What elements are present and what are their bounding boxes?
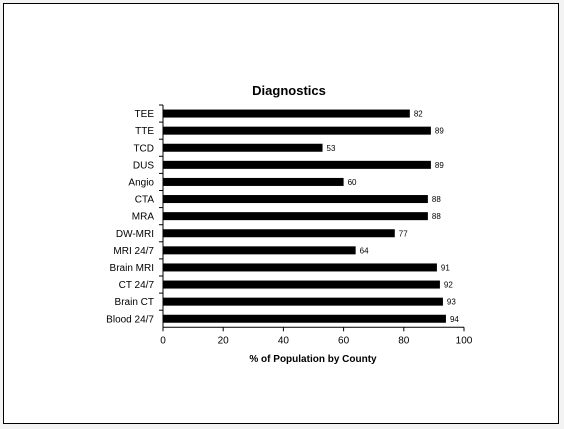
x-axis-label: % of Population by County xyxy=(249,354,377,365)
category-label: Brain CT xyxy=(115,297,154,308)
category-label: TCD xyxy=(133,143,154,154)
chart-title: Diagnostics xyxy=(252,83,326,98)
category-label: CT 24/7 xyxy=(119,280,155,291)
x-tick-label: 100 xyxy=(456,335,473,346)
category-label: MRI 24/7 xyxy=(113,246,154,257)
x-tick-label: 60 xyxy=(338,335,350,346)
bar xyxy=(163,109,410,118)
category-label: Blood 24/7 xyxy=(106,314,154,325)
data-label: 82 xyxy=(414,110,423,119)
x-axis-ticks: 0 20 40 60 80 100 xyxy=(160,327,473,346)
data-label: 94 xyxy=(450,315,459,324)
bar xyxy=(163,263,437,272)
bar xyxy=(163,246,356,255)
bar xyxy=(163,177,344,186)
data-label: 60 xyxy=(348,178,357,187)
bar xyxy=(163,160,431,169)
category-label: DUS xyxy=(133,160,154,171)
data-label: 53 xyxy=(327,144,336,153)
category-labels: TEE TTE TCD DUS Angio CTA MRA DW-MRI MRI 24/7 Bra… xyxy=(106,104,163,325)
category-label: MRA xyxy=(132,212,155,223)
bar xyxy=(163,143,323,152)
category-label: Angio xyxy=(128,177,154,188)
data-label: 89 xyxy=(435,127,444,136)
x-tick-label: 20 xyxy=(218,335,230,346)
bar xyxy=(163,212,428,221)
bar xyxy=(163,314,446,323)
data-label: 88 xyxy=(432,212,441,221)
bar xyxy=(163,229,395,238)
data-label: 64 xyxy=(360,246,369,255)
bar xyxy=(163,195,428,204)
x-tick-label: 40 xyxy=(278,335,290,346)
data-label: 77 xyxy=(399,229,408,238)
data-label: 92 xyxy=(444,281,453,290)
data-label: 89 xyxy=(435,161,444,170)
x-tick-label: 0 xyxy=(160,335,166,346)
category-label: TEE xyxy=(135,109,155,120)
bar xyxy=(163,280,440,289)
category-label: TTE xyxy=(135,126,154,137)
bar xyxy=(163,126,431,135)
category-label: DW-MRI xyxy=(116,229,154,240)
bars xyxy=(163,109,446,323)
data-label: 91 xyxy=(441,263,450,272)
data-label: 93 xyxy=(447,298,456,307)
category-label: Brain MRI xyxy=(110,263,154,274)
bar xyxy=(163,297,443,306)
data-label: 88 xyxy=(432,195,441,204)
category-label: CTA xyxy=(135,195,155,206)
data-labels: 82 89 53 89 60 88 88 77 64 91 92 93 94 xyxy=(327,110,460,324)
x-tick-label: 80 xyxy=(398,335,410,346)
